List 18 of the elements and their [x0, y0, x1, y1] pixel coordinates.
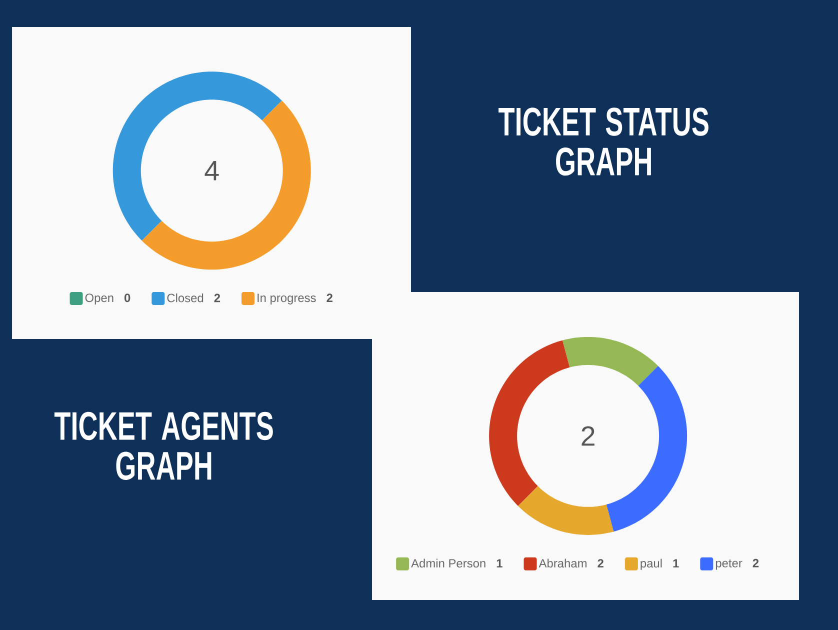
text: 2 — [582, 426, 594, 446]
data-label: 2 — [752, 558, 759, 568]
data-label: 1 — [673, 559, 679, 568]
data-label: 2 — [598, 559, 604, 568]
legend-label: Admin Person — [411, 558, 486, 568]
text: 4 — [204, 161, 219, 180]
text: TICKET AGENTS GRAPH — [54, 412, 273, 480]
legend-label: Open — [85, 294, 114, 304]
legend-label: In progress — [258, 294, 316, 304]
data-label: 1 — [496, 559, 502, 568]
text: 0 — [124, 294, 130, 302]
data-label: 2 — [326, 294, 332, 302]
text: TICKET STATUS GRAPH — [498, 108, 708, 176]
legend-label: Closed — [167, 293, 204, 302]
legend-label: Abraham — [538, 558, 586, 568]
legend-label: peter — [716, 560, 742, 570]
legend-label: paul — [640, 558, 662, 570]
data-label: 2 — [214, 294, 220, 302]
